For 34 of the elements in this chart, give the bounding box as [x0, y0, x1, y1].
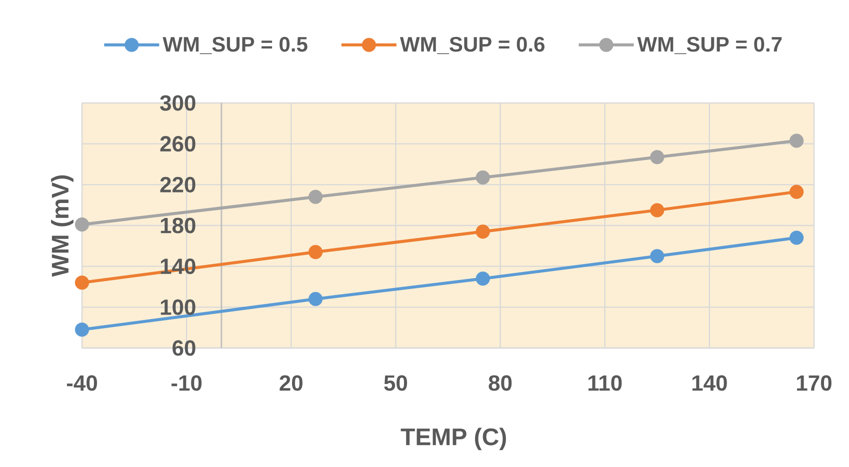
point — [476, 170, 490, 185]
point — [650, 150, 664, 164]
legend-label: WM_SUP = 0.5 — [162, 36, 308, 54]
point — [308, 190, 323, 204]
point — [476, 224, 490, 239]
point — [476, 272, 490, 286]
y-axis-title: WM (mV) — [51, 175, 74, 277]
x-tick-label: 20 — [280, 375, 302, 391]
y-tick-label: 60 — [172, 340, 196, 356]
point — [308, 244, 323, 260]
legend-label: WM_SUP = 0.7 — [637, 36, 782, 54]
x-tick-label: -40 — [66, 375, 97, 391]
point — [790, 184, 804, 199]
point — [74, 276, 90, 290]
y-tick-label: 100 — [160, 299, 196, 315]
y-tick-label: 300 — [160, 95, 196, 111]
legend-label: WM_SUP = 0.6 — [400, 36, 544, 54]
x-axis-title: TEMP (C) — [400, 428, 506, 450]
x-tick-label: 80 — [488, 375, 512, 391]
x-tick-label: 50 — [384, 375, 408, 391]
x-tick-label: 140 — [692, 375, 727, 391]
x-tick-label: 110 — [588, 375, 622, 391]
x-tick-label: -10 — [172, 375, 202, 391]
point — [790, 230, 804, 245]
x-tick-label: 170 — [797, 375, 832, 391]
y-tick-label: 180 — [160, 218, 196, 234]
y-tick-label: 220 — [160, 176, 196, 192]
point — [308, 292, 323, 306]
point — [650, 203, 664, 218]
point — [74, 217, 90, 232]
point — [650, 249, 664, 264]
point — [74, 322, 90, 337]
point — [790, 134, 804, 148]
y-tick-label: 260 — [160, 136, 196, 152]
